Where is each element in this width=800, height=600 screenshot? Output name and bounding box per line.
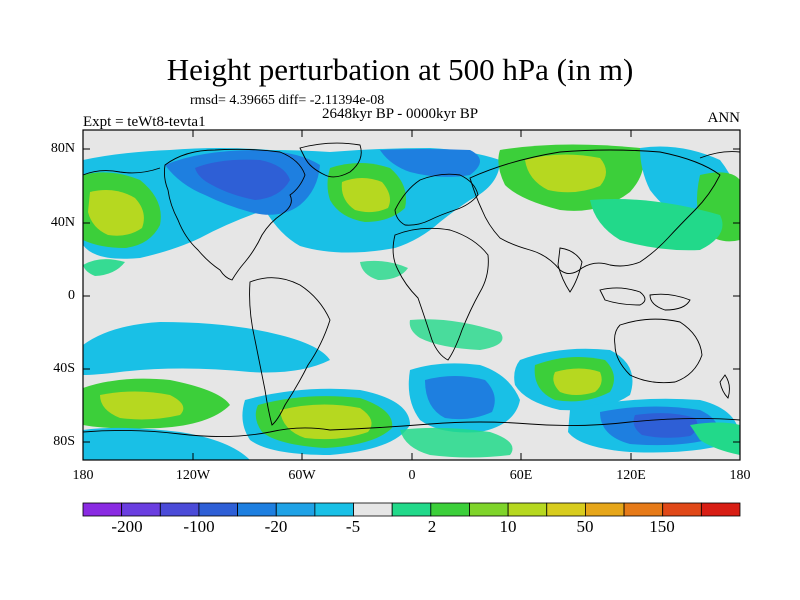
anomaly-region — [690, 422, 740, 455]
lat-tick-label: 40S — [53, 361, 75, 376]
anomaly-region — [400, 427, 513, 458]
colorbar-swatch — [662, 502, 702, 517]
season-label: ANN — [707, 110, 741, 126]
period-label: 2648kyr BP - 0000kyr BP — [322, 106, 479, 122]
colorbar-label: -20 — [264, 517, 288, 536]
lon-tick-label: 60W — [288, 468, 316, 483]
anomaly-region — [425, 376, 495, 420]
colorbar-swatch — [159, 502, 200, 517]
anomaly-field — [83, 130, 740, 460]
colorbar-swatch — [507, 502, 548, 517]
anomaly-region — [553, 368, 602, 395]
lat-tick-label: 80N — [50, 141, 75, 156]
colorbar-swatch — [275, 502, 316, 517]
anomaly-region — [83, 259, 125, 276]
coastline-siberia-tip — [699, 151, 740, 159]
coastline-alaska — [83, 167, 161, 176]
coastline-europe — [394, 173, 479, 226]
colorbar-label: 10 — [499, 517, 517, 536]
colorbar-swatch — [391, 502, 432, 517]
colorbar-swatch — [430, 502, 470, 517]
colorbar-swatch — [121, 502, 161, 517]
colorbar — [82, 502, 741, 517]
colorbar-label: 150 — [649, 517, 675, 536]
anomaly-region — [341, 178, 390, 213]
coastline-islands — [649, 293, 691, 311]
coastline-india — [557, 247, 583, 293]
anomaly-region — [83, 322, 330, 375]
colorbar-swatch — [469, 502, 509, 517]
colorbar-swatch — [82, 502, 123, 517]
anomaly-region — [280, 404, 372, 440]
coastline-islands — [599, 287, 646, 306]
lon-tick-label: 180 — [72, 468, 94, 483]
anomaly-region — [83, 427, 250, 460]
colorbar-label: 50 — [576, 517, 594, 536]
colorbar-label: -100 — [183, 517, 215, 536]
colorbar-swatch — [314, 502, 354, 517]
colorbar-swatch — [585, 502, 625, 517]
coastline-africa — [392, 227, 489, 361]
colorbar-swatch — [353, 502, 393, 517]
lat-tick-label: 80S — [53, 434, 75, 449]
coastline-south-america — [249, 277, 331, 426]
lon-tick-label: 120E — [616, 468, 646, 483]
stats-line: rmsd= 4.39665 diff= -2.11394e-08 — [190, 93, 385, 108]
anomaly-region — [590, 199, 723, 251]
lon-tick-label: 180 — [729, 468, 751, 483]
coastline-greenland — [299, 142, 362, 178]
anomaly-region — [195, 159, 290, 200]
lon-tick-label: 60E — [509, 468, 533, 483]
colorbar-label: 2 — [427, 517, 437, 536]
anomaly-region — [380, 149, 480, 177]
lat-tick-label: 40N — [50, 215, 75, 230]
anomaly-region — [633, 413, 698, 438]
colorbar-swatch — [237, 502, 277, 517]
lat-tick-label: 0 — [68, 288, 75, 303]
coastline-antarctica — [83, 417, 740, 438]
coastline-new-zealand — [719, 374, 730, 399]
colorbar-swatch — [198, 502, 238, 517]
colorbar-label: -5 — [345, 517, 361, 536]
coastline-asia — [469, 149, 721, 274]
plot-title: Height perturbation at 500 hPa (in m) — [166, 52, 634, 87]
colorbar-label: -200 — [111, 517, 143, 536]
coastline-north-america — [163, 148, 306, 281]
colorbar-swatch — [546, 502, 586, 517]
anomaly-region — [88, 190, 144, 236]
colorbar-swatch — [700, 502, 741, 517]
anomaly-region — [100, 391, 184, 420]
lon-tick-label: 0 — [408, 468, 416, 483]
coastlines — [83, 142, 740, 438]
coastline-australia — [614, 318, 703, 384]
lon-tick-label: 120W — [175, 468, 211, 483]
colorbar-swatch — [623, 502, 664, 517]
tick-marks — [83, 130, 740, 460]
anomaly-region — [525, 154, 606, 193]
experiment-label: Expt = teWt8-tevta1 — [83, 114, 206, 130]
